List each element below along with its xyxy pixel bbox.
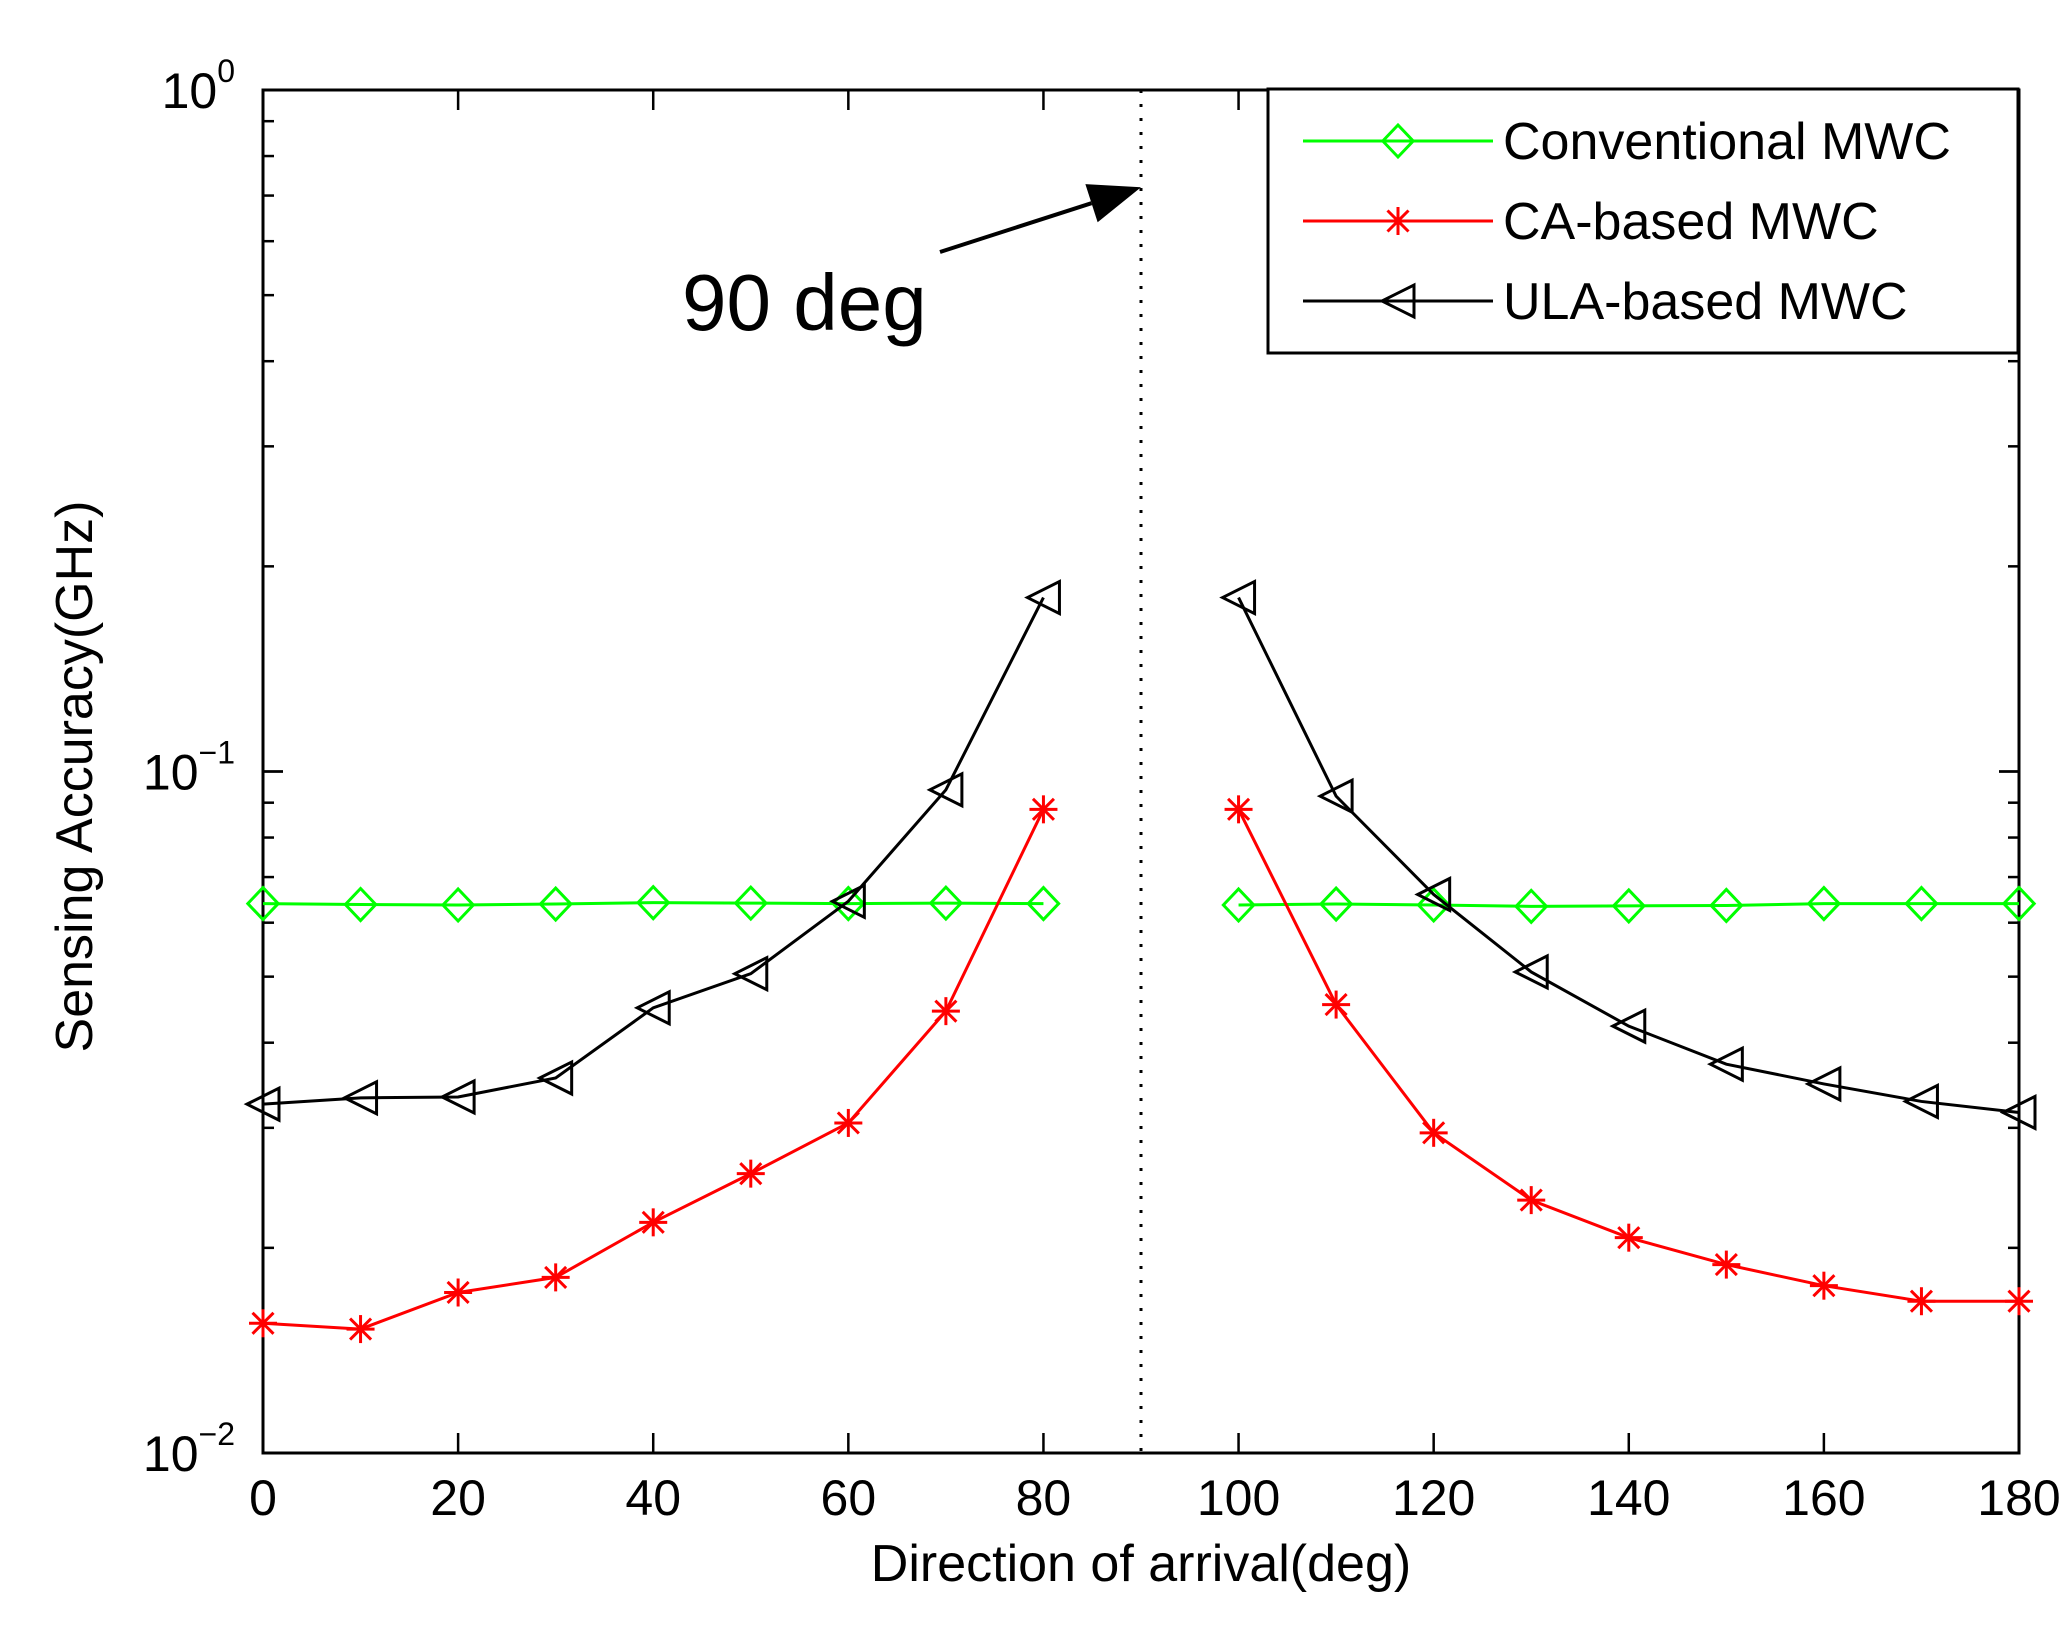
data-point-marker	[1513, 888, 1549, 925]
x-axis-title: Direction of arrival(deg)	[871, 1535, 1411, 1593]
y-tick-label: 100	[162, 53, 235, 119]
x-tick-label: 0	[249, 1470, 277, 1526]
annotation-arrow-line	[939, 201, 1093, 254]
data-point-marker	[243, 1085, 281, 1123]
data-point-marker	[1809, 1271, 1838, 1300]
data-point-marker	[1419, 1118, 1448, 1147]
data-point-marker	[733, 884, 769, 922]
data-point-marker	[1611, 887, 1647, 925]
data-point-marker	[1907, 1287, 1936, 1316]
legend-item: Conventional MWC	[1303, 113, 1951, 171]
data-point-marker	[1029, 795, 1058, 824]
data-point-marker	[834, 1108, 863, 1137]
legend-label: Conventional MWC	[1503, 113, 1951, 171]
legend: Conventional MWC CA-based MWC ULA-based MW…	[1266, 87, 2020, 355]
x-tick-label: 100	[1197, 1470, 1280, 1526]
data-point-marker	[736, 1159, 765, 1188]
series-line	[262, 596, 1045, 1106]
series-line	[262, 901, 1044, 907]
data-point-marker	[1221, 886, 1256, 924]
series-line	[1238, 902, 2019, 908]
data-point-marker	[1904, 885, 1939, 922]
data-point-marker	[341, 1079, 379, 1117]
data-point-marker	[2005, 1287, 2033, 1316]
x-tick-label: 20	[430, 1470, 486, 1526]
legend-label: ULA-based MWC	[1503, 273, 1908, 331]
data-point-marker	[1224, 795, 1253, 824]
data-point-marker	[536, 1059, 574, 1097]
legend-item: CA-based MWC	[1303, 193, 1879, 251]
legend-items: Conventional MWC CA-based MWC ULA-based MW…	[1303, 113, 1951, 331]
data-point-marker	[438, 1078, 476, 1116]
y-tick-labels: 10−2 10−1 100	[143, 53, 235, 1482]
data-point-marker	[1614, 1223, 1643, 1252]
y-tick-label: 10−1	[143, 735, 235, 801]
y-axis-title: Sensing Accuracy(GHz)	[46, 501, 104, 1053]
x-tick-labels: 0 20 40 60 80 100 120 140 160 180	[249, 1470, 2061, 1526]
data-point-marker	[444, 1278, 473, 1307]
data-point-marker	[1511, 953, 1549, 991]
data-point-marker	[1024, 579, 1061, 616]
series-ca-based-mwc	[249, 795, 2033, 1344]
data-point-marker	[1712, 1250, 1741, 1279]
data-point-marker	[1902, 1083, 1939, 1120]
legend-marker	[1378, 282, 1416, 320]
data-point-marker	[1322, 990, 1351, 1019]
legend-marker	[1384, 207, 1412, 235]
data-point-marker	[1804, 1065, 1842, 1103]
data-point-marker	[1219, 579, 1257, 616]
data-point-marker	[1416, 886, 1451, 924]
annotation-arrow-head	[1085, 184, 1141, 223]
data-point-marker	[731, 955, 769, 993]
data-point-marker	[928, 884, 964, 922]
data-point-marker	[245, 885, 281, 922]
x-tick-label: 120	[1392, 1470, 1475, 1526]
data-point-marker	[249, 1309, 277, 1338]
data-point-marker	[541, 1263, 570, 1292]
data-point-marker	[1709, 887, 1744, 924]
data-point-marker	[1517, 1186, 1546, 1215]
x-tick-label: 140	[1587, 1470, 1670, 1526]
data-point-marker	[1318, 885, 1354, 923]
legend-item: ULA-based MWC	[1303, 273, 1908, 331]
data-point-marker	[1806, 885, 1842, 922]
data-point-marker	[926, 771, 964, 809]
data-point-marker	[1414, 876, 1452, 913]
x-tick-label: 40	[625, 1470, 681, 1526]
series-layer	[243, 579, 2037, 1344]
data-point-marker	[639, 1208, 668, 1237]
data-point-marker	[343, 886, 378, 923]
data-point-marker	[1706, 1045, 1744, 1083]
data-point-marker	[440, 886, 476, 924]
data-point-marker	[538, 885, 573, 923]
legend-label: CA-based MWC	[1503, 193, 1879, 251]
data-point-marker	[931, 997, 960, 1026]
data-point-marker	[633, 989, 671, 1027]
annotation-90-deg: 90 deg	[682, 258, 927, 347]
data-point-marker	[1999, 1094, 2037, 1131]
series-line	[1237, 596, 2020, 1114]
y-tick-label: 10−2	[143, 1416, 235, 1482]
series-ula-based-mwc	[243, 579, 2037, 1131]
x-tick-label: 160	[1782, 1470, 1865, 1526]
legend-marker	[1380, 122, 1416, 160]
data-point-marker	[2001, 885, 2037, 922]
x-tick-label: 180	[1977, 1470, 2060, 1526]
data-point-marker	[828, 882, 866, 920]
x-tick-label: 60	[821, 1470, 877, 1526]
x-tick-label: 80	[1016, 1470, 1072, 1526]
data-point-marker	[346, 1315, 375, 1344]
data-point-marker	[1316, 777, 1354, 815]
data-point-marker	[635, 884, 671, 921]
data-point-marker	[1026, 885, 1061, 922]
data-point-marker	[1609, 1007, 1647, 1045]
